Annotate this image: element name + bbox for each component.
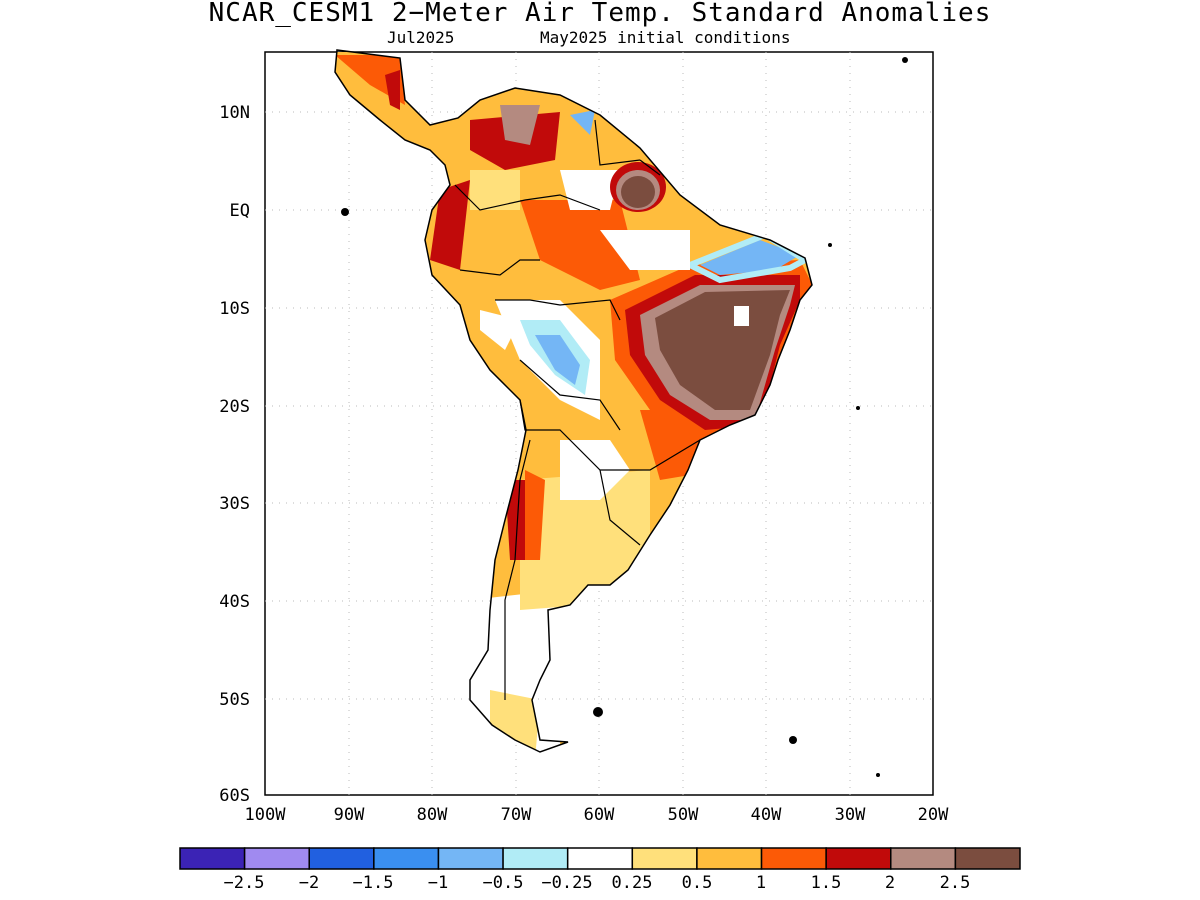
lat-label: 60S xyxy=(219,786,250,806)
colorbar-label: 1.5 xyxy=(811,873,842,893)
lon-label: 60W xyxy=(584,805,615,825)
lon-label: 40W xyxy=(751,805,782,825)
colorbar xyxy=(179,847,1021,870)
lat-label: 30S xyxy=(219,494,250,514)
colorbar-swatch xyxy=(696,847,763,870)
islands xyxy=(341,57,908,777)
colorbar-label: 1 xyxy=(756,873,766,893)
colorbar-label: −0.25 xyxy=(541,873,592,893)
colorbar-label: −0.5 xyxy=(483,873,524,893)
colorbar-swatch xyxy=(760,847,827,870)
colorbar-swatch xyxy=(566,847,634,870)
lon-label: 100W xyxy=(245,805,287,825)
colorbar-label: −1 xyxy=(428,873,448,893)
colorbar-swatch xyxy=(179,847,246,870)
colorbar-label: 0.5 xyxy=(682,873,713,893)
colorbar-swatch xyxy=(502,847,569,870)
lat-label: 10N xyxy=(219,103,250,123)
colorbar-label: 0.25 xyxy=(612,873,653,893)
colorbar-labels: −2.5 −2 −1.5 −1 −0.5 −0.25 0.25 0.5 1 1.… xyxy=(224,873,971,893)
lat-label: EQ xyxy=(230,201,250,221)
lat-label: 50S xyxy=(219,690,250,710)
colorbar-swatch xyxy=(631,847,698,870)
lon-label: 30W xyxy=(835,805,866,825)
colorbar-label: 2 xyxy=(885,873,895,893)
lat-label: 20S xyxy=(219,397,250,417)
lat-label: 10S xyxy=(219,299,250,319)
colorbar-swatch xyxy=(954,847,1021,870)
colorbar-swatch xyxy=(825,847,892,870)
lon-label: 50W xyxy=(668,805,699,825)
country-borders xyxy=(454,119,701,700)
colorbar-label: 2.5 xyxy=(940,873,971,893)
colorbar-label: −2 xyxy=(299,873,319,893)
colorbar-swatch xyxy=(308,847,375,870)
init-conditions-label: May2025 initial conditions xyxy=(540,28,791,47)
colorbar-label: −2.5 xyxy=(224,873,265,893)
lon-label: 70W xyxy=(501,805,532,825)
lat-label: 40S xyxy=(219,592,250,612)
lon-label: 80W xyxy=(417,805,448,825)
valid-month-label: Jul2025 xyxy=(387,28,455,47)
colorbar-swatch xyxy=(243,847,310,870)
colorbar-swatch xyxy=(373,847,440,870)
lon-label: 90W xyxy=(334,805,365,825)
lon-label: 20W xyxy=(918,805,949,825)
map-title: NCAR_CESM1 2−Meter Air Temp. Standard An… xyxy=(208,0,992,28)
colorbar-label: −1.5 xyxy=(353,873,394,893)
colorbar-swatch xyxy=(437,847,504,870)
colorbar-swatch xyxy=(890,847,957,870)
